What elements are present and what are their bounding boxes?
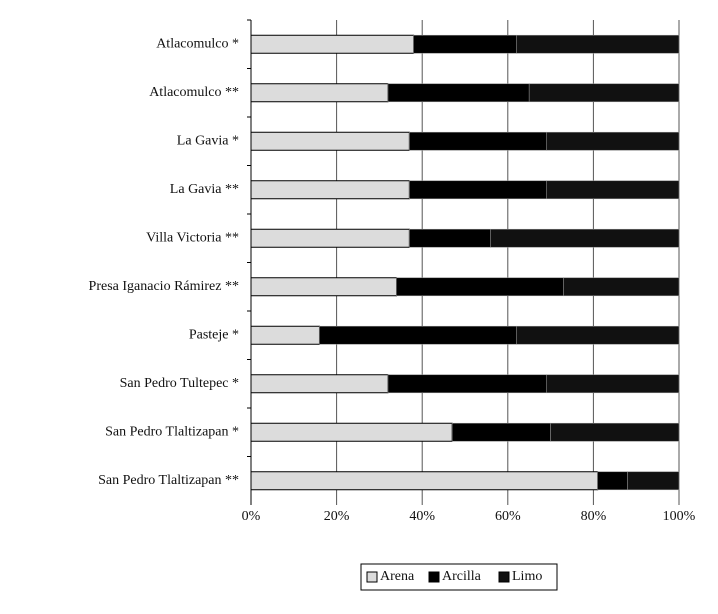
y-tick-label: Pasteje * [189, 327, 239, 342]
bar-segment [250, 325, 320, 345]
x-tick-label: 0% [242, 509, 261, 524]
x-tick-label: 20% [324, 509, 350, 524]
bar-segment [490, 228, 680, 248]
x-tick-label: 80% [581, 509, 607, 524]
bar-segment [250, 83, 389, 103]
bar-segment [451, 422, 551, 442]
bar-segment [319, 325, 517, 345]
y-tick-label: La Gavia ** [170, 182, 239, 197]
bar-segment [563, 277, 680, 297]
bar-segment [250, 34, 415, 54]
legend-label: Limo [512, 569, 542, 584]
bar-segment [409, 228, 491, 248]
bar-segment [409, 131, 547, 151]
legend-frame [360, 563, 558, 591]
x-tick-label: 100% [663, 509, 696, 524]
x-tick-label: 60% [495, 509, 521, 524]
legend-swatch [498, 571, 510, 583]
bar-segment [597, 471, 628, 491]
bar-segment [550, 422, 680, 442]
y-tick-label: Atlacomulco ** [149, 85, 239, 100]
y-tick-label: San Pedro Tlaltizapan * [105, 424, 239, 439]
bar-segment [250, 180, 410, 200]
bar-segment [250, 471, 599, 491]
y-tick-label: San Pedro Tlaltizapan ** [98, 473, 239, 488]
bar-segment [516, 325, 680, 345]
y-tick-label: Villa Victoria ** [146, 230, 239, 245]
bar-segment [409, 180, 547, 200]
bar-segment [413, 34, 517, 54]
x-tick-label: 40% [409, 509, 435, 524]
bar-segment [546, 131, 680, 151]
bar-segment [250, 374, 389, 394]
bar-segment [387, 374, 547, 394]
bar-segment [516, 34, 680, 54]
bar-segment [250, 422, 453, 442]
bar-segment [546, 180, 680, 200]
bar-segment [528, 83, 680, 103]
y-tick-label: San Pedro Tultepec * [120, 376, 239, 391]
bar-segment [250, 228, 410, 248]
legend-label: Arena [380, 569, 415, 584]
bar-segment [396, 277, 564, 297]
legend: Arena Arcilla Limo [360, 563, 558, 591]
bar-segment [250, 277, 398, 297]
legend-swatch [366, 571, 378, 583]
legend-swatch [428, 571, 440, 583]
bar-segment [546, 374, 680, 394]
legend-label: Arcilla [442, 569, 482, 584]
bar-segment [250, 131, 410, 151]
bar-segment [627, 471, 680, 491]
bar-segment [387, 83, 530, 103]
y-tick-label: Presa Iganacio Rámirez ** [89, 279, 239, 294]
y-tick-label: La Gavia * [177, 133, 239, 148]
y-tick-label: Atlacomulco * [156, 36, 239, 51]
